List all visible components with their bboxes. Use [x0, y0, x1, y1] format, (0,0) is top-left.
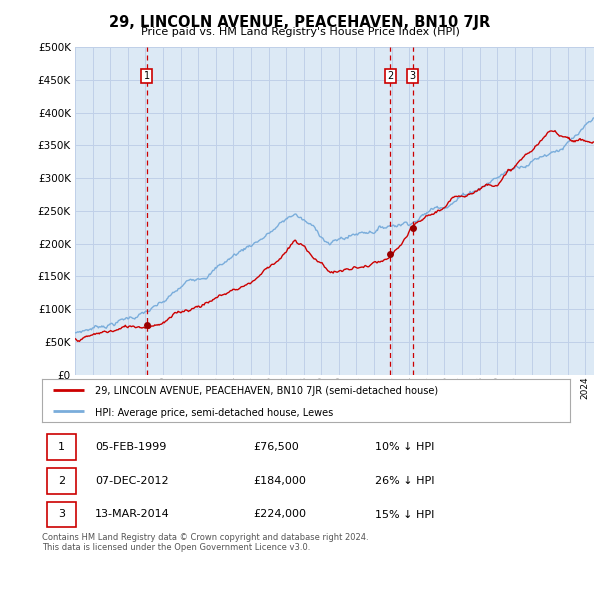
Text: 10% ↓ HPI: 10% ↓ HPI	[374, 442, 434, 452]
Text: Contains HM Land Registry data © Crown copyright and database right 2024.
This d: Contains HM Land Registry data © Crown c…	[42, 533, 368, 552]
Text: 2: 2	[387, 71, 394, 81]
Text: Price paid vs. HM Land Registry's House Price Index (HPI): Price paid vs. HM Land Registry's House …	[140, 27, 460, 37]
Text: £76,500: £76,500	[253, 442, 299, 452]
Text: HPI: Average price, semi-detached house, Lewes: HPI: Average price, semi-detached house,…	[95, 408, 333, 418]
Text: 29, LINCOLN AVENUE, PEACEHAVEN, BN10 7JR: 29, LINCOLN AVENUE, PEACEHAVEN, BN10 7JR	[109, 15, 491, 30]
Text: 1: 1	[58, 442, 65, 452]
FancyBboxPatch shape	[47, 434, 76, 460]
Text: 3: 3	[58, 510, 65, 519]
Text: 26% ↓ HPI: 26% ↓ HPI	[374, 476, 434, 486]
FancyBboxPatch shape	[47, 502, 76, 527]
Text: 3: 3	[410, 71, 416, 81]
Text: 05-FEB-1999: 05-FEB-1999	[95, 442, 166, 452]
FancyBboxPatch shape	[47, 468, 76, 494]
Text: 15% ↓ HPI: 15% ↓ HPI	[374, 510, 434, 519]
Text: 2: 2	[58, 476, 65, 486]
Text: 29, LINCOLN AVENUE, PEACEHAVEN, BN10 7JR (semi-detached house): 29, LINCOLN AVENUE, PEACEHAVEN, BN10 7JR…	[95, 386, 438, 396]
Text: £224,000: £224,000	[253, 510, 306, 519]
Text: 07-DEC-2012: 07-DEC-2012	[95, 476, 169, 486]
Text: 13-MAR-2014: 13-MAR-2014	[95, 510, 170, 519]
Text: 1: 1	[144, 71, 150, 81]
Text: £184,000: £184,000	[253, 476, 306, 486]
